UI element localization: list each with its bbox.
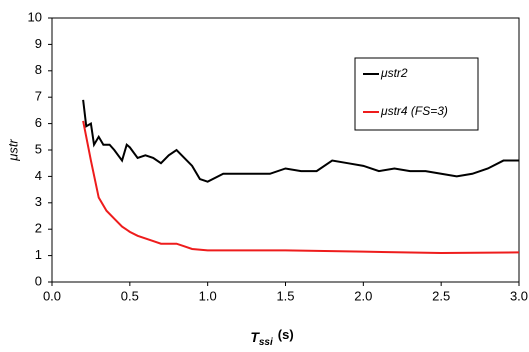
y-tick-label: 4 (35, 168, 42, 183)
x-label-unit: (s) (278, 327, 294, 342)
x-label-symbol: T (250, 329, 260, 345)
y-tick-label: 6 (35, 115, 42, 130)
y-tick-label: 3 (35, 194, 42, 209)
legend-label: μstr4 (FS=3) (380, 104, 448, 118)
legend-label: μstr2 (380, 66, 408, 80)
series-line (82, 120, 520, 254)
y-tick-label: 5 (35, 141, 42, 156)
x-tick-label: 1.0 (199, 288, 217, 303)
x-tick-label: 2.5 (432, 288, 450, 303)
x-label-subscript: ssi (259, 337, 273, 348)
series-line (82, 99, 519, 183)
x-tick-label: 2.0 (354, 288, 372, 303)
y-tick-label: 9 (35, 36, 42, 51)
y-tick-label: 7 (35, 89, 42, 104)
x-tick-label: 0.5 (121, 288, 139, 303)
x-tick-label: 1.5 (276, 288, 294, 303)
y-tick-label: 2 (35, 221, 42, 236)
legend-box (354, 57, 479, 131)
x-tick-label: 0.0 (43, 288, 61, 303)
y-tick-label: 8 (35, 62, 42, 77)
y-tick-label: 1 (35, 247, 42, 262)
y-axis-label: μstr (5, 139, 20, 162)
x-axis-label: Tssi (s) (250, 327, 293, 347)
x-tick-label: 3.0 (510, 288, 528, 303)
y-tick-label: 10 (28, 9, 42, 24)
y-tick-label: 0 (35, 273, 42, 288)
